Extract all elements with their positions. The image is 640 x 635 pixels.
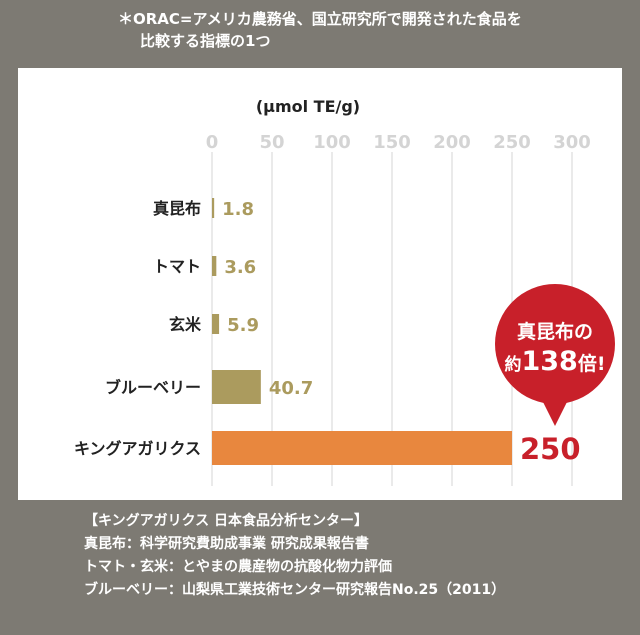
source-line-2: 真昆布：科学研究費助成事業 研究成果報告書 — [84, 536, 369, 552]
value-label-3: 40.7 — [269, 378, 313, 399]
value-label-1: 3.6 — [224, 257, 256, 278]
tick-label-300: 300 — [553, 132, 591, 153]
bar-2 — [212, 314, 220, 334]
source-line-4: ブルーベリー：山梨県工業技術センター研究報告No.25（2011） — [84, 582, 506, 598]
category-label-3: ブルーベリー — [105, 378, 201, 397]
bar-0 — [212, 198, 215, 218]
bar-chart: (μmol TE/g) 0 50 100 150 200 250 300 真昆布 1.8 トマト 3.… — [74, 97, 615, 486]
callout-part-1: 138 — [521, 346, 577, 377]
callout-pointer — [541, 398, 569, 426]
tick-label-0: 0 — [206, 132, 219, 153]
callout-part-2: 倍! — [578, 352, 606, 375]
callout-bubble — [495, 284, 615, 404]
chart-panel: (μmol TE/g) 0 50 100 150 200 250 300 真昆布 1.8 トマト 3.… — [18, 68, 622, 500]
bar-4 — [212, 431, 512, 465]
tick-label-150: 150 — [373, 132, 411, 153]
callout-line-1: 真昆布の — [517, 320, 593, 343]
value-label-0: 1.8 — [222, 199, 254, 220]
category-label-2: 玄米 — [169, 315, 202, 334]
unit-label: (μmol TE/g) — [256, 97, 360, 116]
value-label-2: 5.9 — [227, 315, 259, 336]
category-label-0: 真昆布 — [153, 199, 201, 218]
callout-line-2: 約138倍! — [504, 346, 605, 377]
tick-label-100: 100 — [313, 132, 351, 153]
category-label-1: トマト — [153, 257, 201, 276]
source-line-3: トマト・玄米：とやまの農産物の抗酸化物力評価 — [84, 559, 392, 575]
orac-note: ＊ORAC=アメリカ農務省、国立研究所で開発された食品を 比較する指標の1つ — [118, 8, 618, 52]
bar-3 — [212, 370, 261, 404]
tick-label-250: 250 — [493, 132, 531, 153]
category-label-4: キングアガリクス — [74, 439, 201, 458]
tick-label-50: 50 — [259, 132, 284, 153]
sources-list: 【キングアガリクス 日本食品分析センター】 真昆布：科学研究費助成事業 研究成果… — [84, 510, 624, 602]
bar-1 — [212, 256, 217, 276]
orac-note-line-1: ＊ORAC=アメリカ農務省、国立研究所で開発された食品を — [118, 10, 522, 28]
callout-part-0: 約 — [504, 354, 521, 375]
orac-note-line-2: 比較する指標の1つ — [140, 32, 271, 50]
source-line-1: 【キングアガリクス 日本食品分析センター】 — [84, 513, 369, 529]
value-label-4: 250 — [520, 432, 581, 466]
tick-label-200: 200 — [433, 132, 471, 153]
